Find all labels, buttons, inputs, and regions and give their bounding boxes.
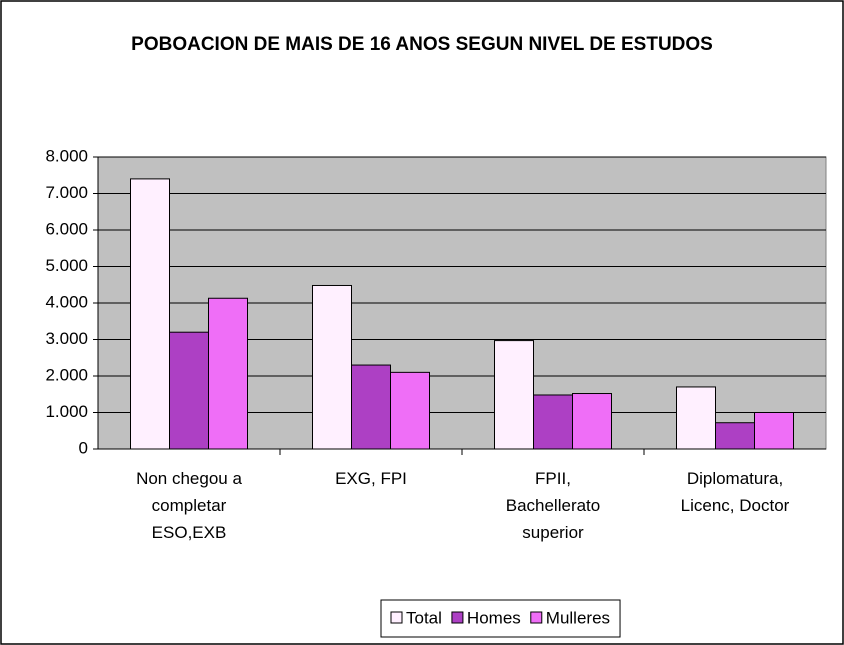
x-tick-label-box: FPII, Bachellerato superior — [505, 469, 601, 542]
bar — [130, 178, 170, 450]
bar — [390, 371, 430, 450]
y-tick-label: 3.000 — [45, 329, 88, 348]
legend-swatch — [390, 611, 403, 624]
bar — [312, 284, 352, 450]
y-tick-label: 5.000 — [45, 256, 88, 275]
legend-swatch — [451, 611, 464, 624]
x-tick-label-box: Diplomatura, Licenc, Doctor — [680, 469, 790, 515]
x-tick-label-box: Non chegou a completar ESO,EXB — [136, 469, 242, 542]
bar — [533, 394, 573, 450]
bar — [754, 412, 794, 450]
legend-label: Homes — [467, 608, 521, 627]
bar — [572, 393, 612, 450]
x-tick-label: EXG, FPI — [335, 469, 407, 488]
bar — [169, 331, 209, 450]
y-tick-label: 2.000 — [45, 365, 88, 384]
x-tick-label: FPII, Bachellerato superior — [505, 469, 601, 542]
y-tick-label: 8.000 — [45, 146, 88, 165]
legend-label: Mulleres — [546, 608, 610, 627]
x-tick-label: Diplomatura, Licenc, Doctor — [680, 469, 790, 515]
legend: Total Homes Mulleres — [380, 599, 621, 638]
bar — [208, 297, 248, 450]
bar — [676, 386, 716, 450]
bar — [351, 364, 391, 450]
y-tick-label: 1.000 — [45, 402, 88, 421]
y-tick-label: 0 — [79, 438, 88, 457]
x-tick-label-box: EXG, FPI — [335, 469, 407, 488]
chart-title: POBOACION DE MAIS DE 16 ANOS SEGUN NIVEL… — [131, 34, 713, 55]
legend-label: Total — [406, 608, 442, 627]
legend-box — [380, 599, 621, 638]
x-tick-label: Non chegou a completar ESO,EXB — [136, 469, 242, 542]
bar — [715, 422, 755, 450]
chart-title-box: POBOACION DE MAIS DE 16 ANOS SEGUN NIVEL… — [131, 34, 713, 55]
y-tick-label: 4.000 — [45, 292, 88, 311]
y-tick-label: 7.000 — [45, 183, 88, 202]
bar — [494, 340, 534, 450]
legend-swatch — [530, 611, 543, 624]
y-tick-label: 6.000 — [45, 219, 88, 238]
